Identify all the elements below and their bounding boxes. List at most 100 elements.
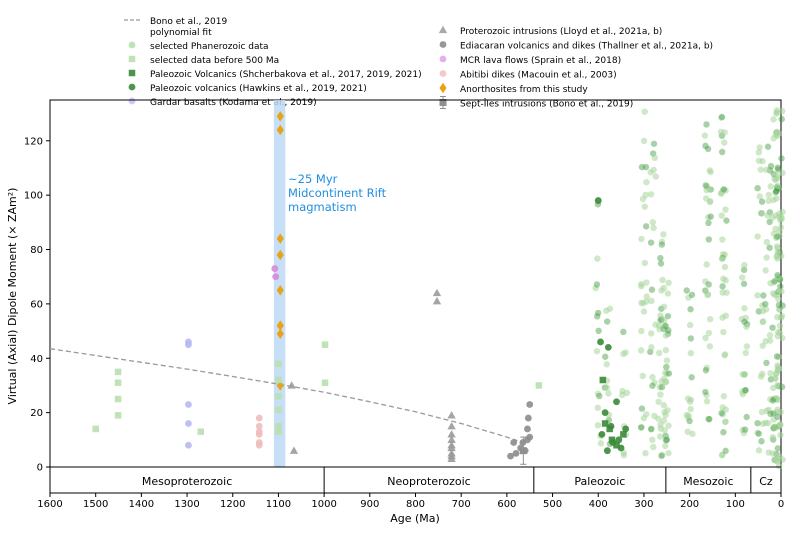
phanerozoic-point [767,410,774,418]
phanerozoic-point [703,398,711,405]
phanerozoic-point [774,132,781,139]
phanerozoic-point [773,172,781,179]
x-tick-label: 100 [726,499,745,510]
phanerozoic-point [593,347,601,355]
phanerozoic-point [763,254,770,261]
phanerozoic-point [719,451,726,459]
data-point [447,454,456,462]
phanerozoic-point [718,189,725,197]
phanerozoic-point [705,329,713,337]
phanerozoic-point [592,284,599,292]
phanerozoic-point [658,238,666,245]
phanerozoic-point [779,456,786,463]
data-point [276,249,284,261]
phanerozoic-point [647,169,654,176]
phanerozoic-point [594,390,602,397]
phanerozoic-point [619,387,626,395]
phanerozoic-point [687,306,694,313]
annotation-line: Midcontinent Rift [288,186,387,200]
phanerozoic-point [686,321,694,329]
legend-label: Paleozoic Volcanics (Shcherbakova et al.… [150,70,422,80]
phanerozoic-point [760,292,767,299]
phanerozoic-point [771,375,779,382]
phanerozoic-point [719,404,726,411]
data-point [615,436,623,444]
phanerozoic-point [685,412,692,419]
phanerozoic-point [779,107,786,115]
x-tick-label: 700 [452,499,471,510]
phanerozoic-point [642,191,649,199]
data-point [276,380,284,391]
phanerozoic-point [705,281,712,288]
phanerozoic-point [597,440,605,447]
phanerozoic-point [754,419,761,427]
phanerozoic-point [640,308,648,315]
phanerozoic-point [759,342,766,349]
phanerozoic-point [649,373,656,381]
phanerozoic-point [742,349,750,357]
phanerozoic-point [647,426,655,433]
phanerozoic-point [638,327,645,335]
phanerozoic-point [743,343,751,350]
phanerozoic-point [703,391,710,399]
phanerozoic-point [687,405,694,413]
phanerozoic-point [775,166,782,173]
phanerozoic-point [759,370,766,378]
phanerozoic-point [776,322,784,330]
data-point [272,273,280,281]
phanerozoic-point [777,421,784,428]
data-point [447,435,456,443]
legend-label: Paleozoic volcanics (Hawkins et al., 201… [150,84,367,94]
phanerozoic-point [758,438,765,445]
phanerozoic-point [643,411,650,418]
phanerozoic-point [763,166,770,174]
data-point [275,422,282,430]
phanerozoic-point [765,197,772,205]
data-point [275,428,282,435]
data-point [197,428,205,435]
legend-marker [439,55,447,63]
phanerozoic-point [604,318,611,325]
phanerozoic-point [767,370,774,377]
phanerozoic-point [766,332,774,339]
phanerozoic-point [740,266,748,274]
marker [519,447,527,455]
phanerozoic-point [779,169,786,177]
phanerozoic-point [762,300,769,308]
series-triangle [287,288,456,462]
phanerozoic-point [778,155,785,162]
data-point [447,411,456,419]
phanerozoic-point [641,259,649,267]
phanerozoic-point [759,318,767,325]
x-tick-label: 1400 [129,499,154,510]
phanerozoic-point [660,303,668,310]
phanerozoic-point [662,332,670,339]
data-point [617,444,625,452]
phanerozoic-point [773,395,780,403]
legend-label: polynomial fit [150,28,212,38]
phanerozoic-point [652,173,659,180]
phanerozoic-point [706,415,713,423]
phanerozoic-point [701,132,709,139]
phanerozoic-point [664,312,672,320]
phanerozoic-point [655,398,662,405]
data-point [601,409,609,417]
phanerozoic-point [755,430,762,437]
data-point [620,431,627,438]
phanerozoic-point [722,312,730,319]
data-point [432,296,442,305]
data-point [276,285,284,296]
legend-marker [438,25,448,34]
phanerozoic-point [743,413,750,421]
legend-marker [128,41,136,49]
phanerozoic-point [720,392,728,400]
phanerozoic-point [641,203,648,210]
phanerozoic-point [767,162,775,170]
phanerozoic-point [651,379,658,386]
phanerozoic-point [774,413,781,421]
phanerozoic-point [722,277,729,284]
phanerozoic-point [640,137,648,145]
phanerozoic-point [774,445,782,452]
data-point [599,376,607,384]
phanerozoic-point [720,429,727,436]
